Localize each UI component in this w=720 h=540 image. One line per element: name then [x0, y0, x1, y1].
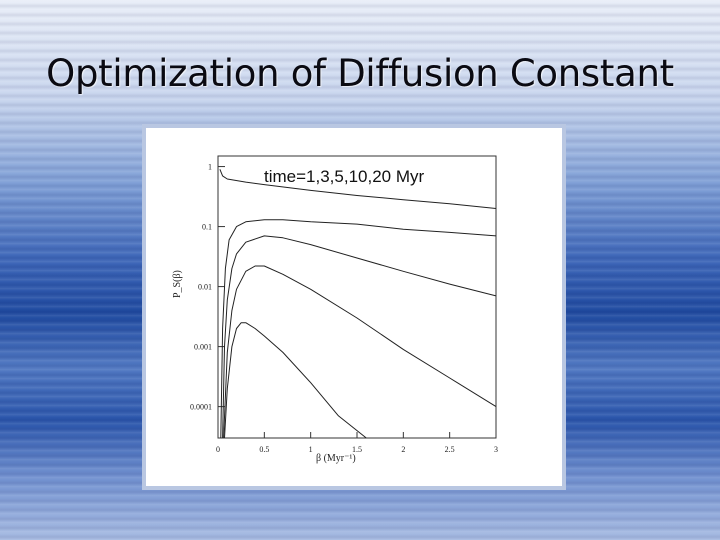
y-tick-label: 0.01	[198, 283, 212, 292]
chart-annotation: time=1,3,5,10,20 Myr	[264, 167, 425, 186]
y-tick-label: 0.1	[202, 223, 212, 232]
x-tick-label: 3	[494, 445, 498, 454]
x-tick-label: 1.5	[352, 445, 362, 454]
x-tick-label: 0.5	[259, 445, 269, 454]
y-tick-label: 1	[208, 163, 212, 172]
series-line-4	[223, 265, 497, 439]
x-tick-label: 2	[401, 445, 405, 454]
chart: 0 0.5 1 1.5 2 2.5 3 1 0.1 0.01 0.001 0.0001 time=1,…	[172, 155, 498, 464]
figure-frame: 0 0.5 1 1.5 2 2.5 3 1 0.1 0.01 0.001 0.0001 time=1,…	[142, 124, 566, 490]
series-line-1	[219, 169, 497, 209]
y-axis-label: P_S(β)	[172, 270, 183, 298]
x-tick-label: 0	[216, 445, 220, 454]
x-tick-label: 2.5	[445, 445, 455, 454]
x-tick-label: 1	[309, 445, 313, 454]
plot-area	[217, 155, 497, 439]
series-line-3	[222, 235, 497, 439]
y-tick-label: 0.001	[194, 343, 212, 352]
series-curves	[219, 169, 497, 439]
x-axis-label: β (Myr⁻¹)	[316, 453, 356, 464]
series-line-2	[220, 219, 497, 439]
slide-title: Optimization of Diffusion Constant	[46, 52, 674, 95]
series-line-5	[224, 322, 367, 439]
y-tick-label: 0.0001	[190, 403, 212, 412]
axis-ticks: 0 0.5 1 1.5 2 2.5 3 1 0.1 0.01 0.001 0.0001	[190, 163, 498, 454]
